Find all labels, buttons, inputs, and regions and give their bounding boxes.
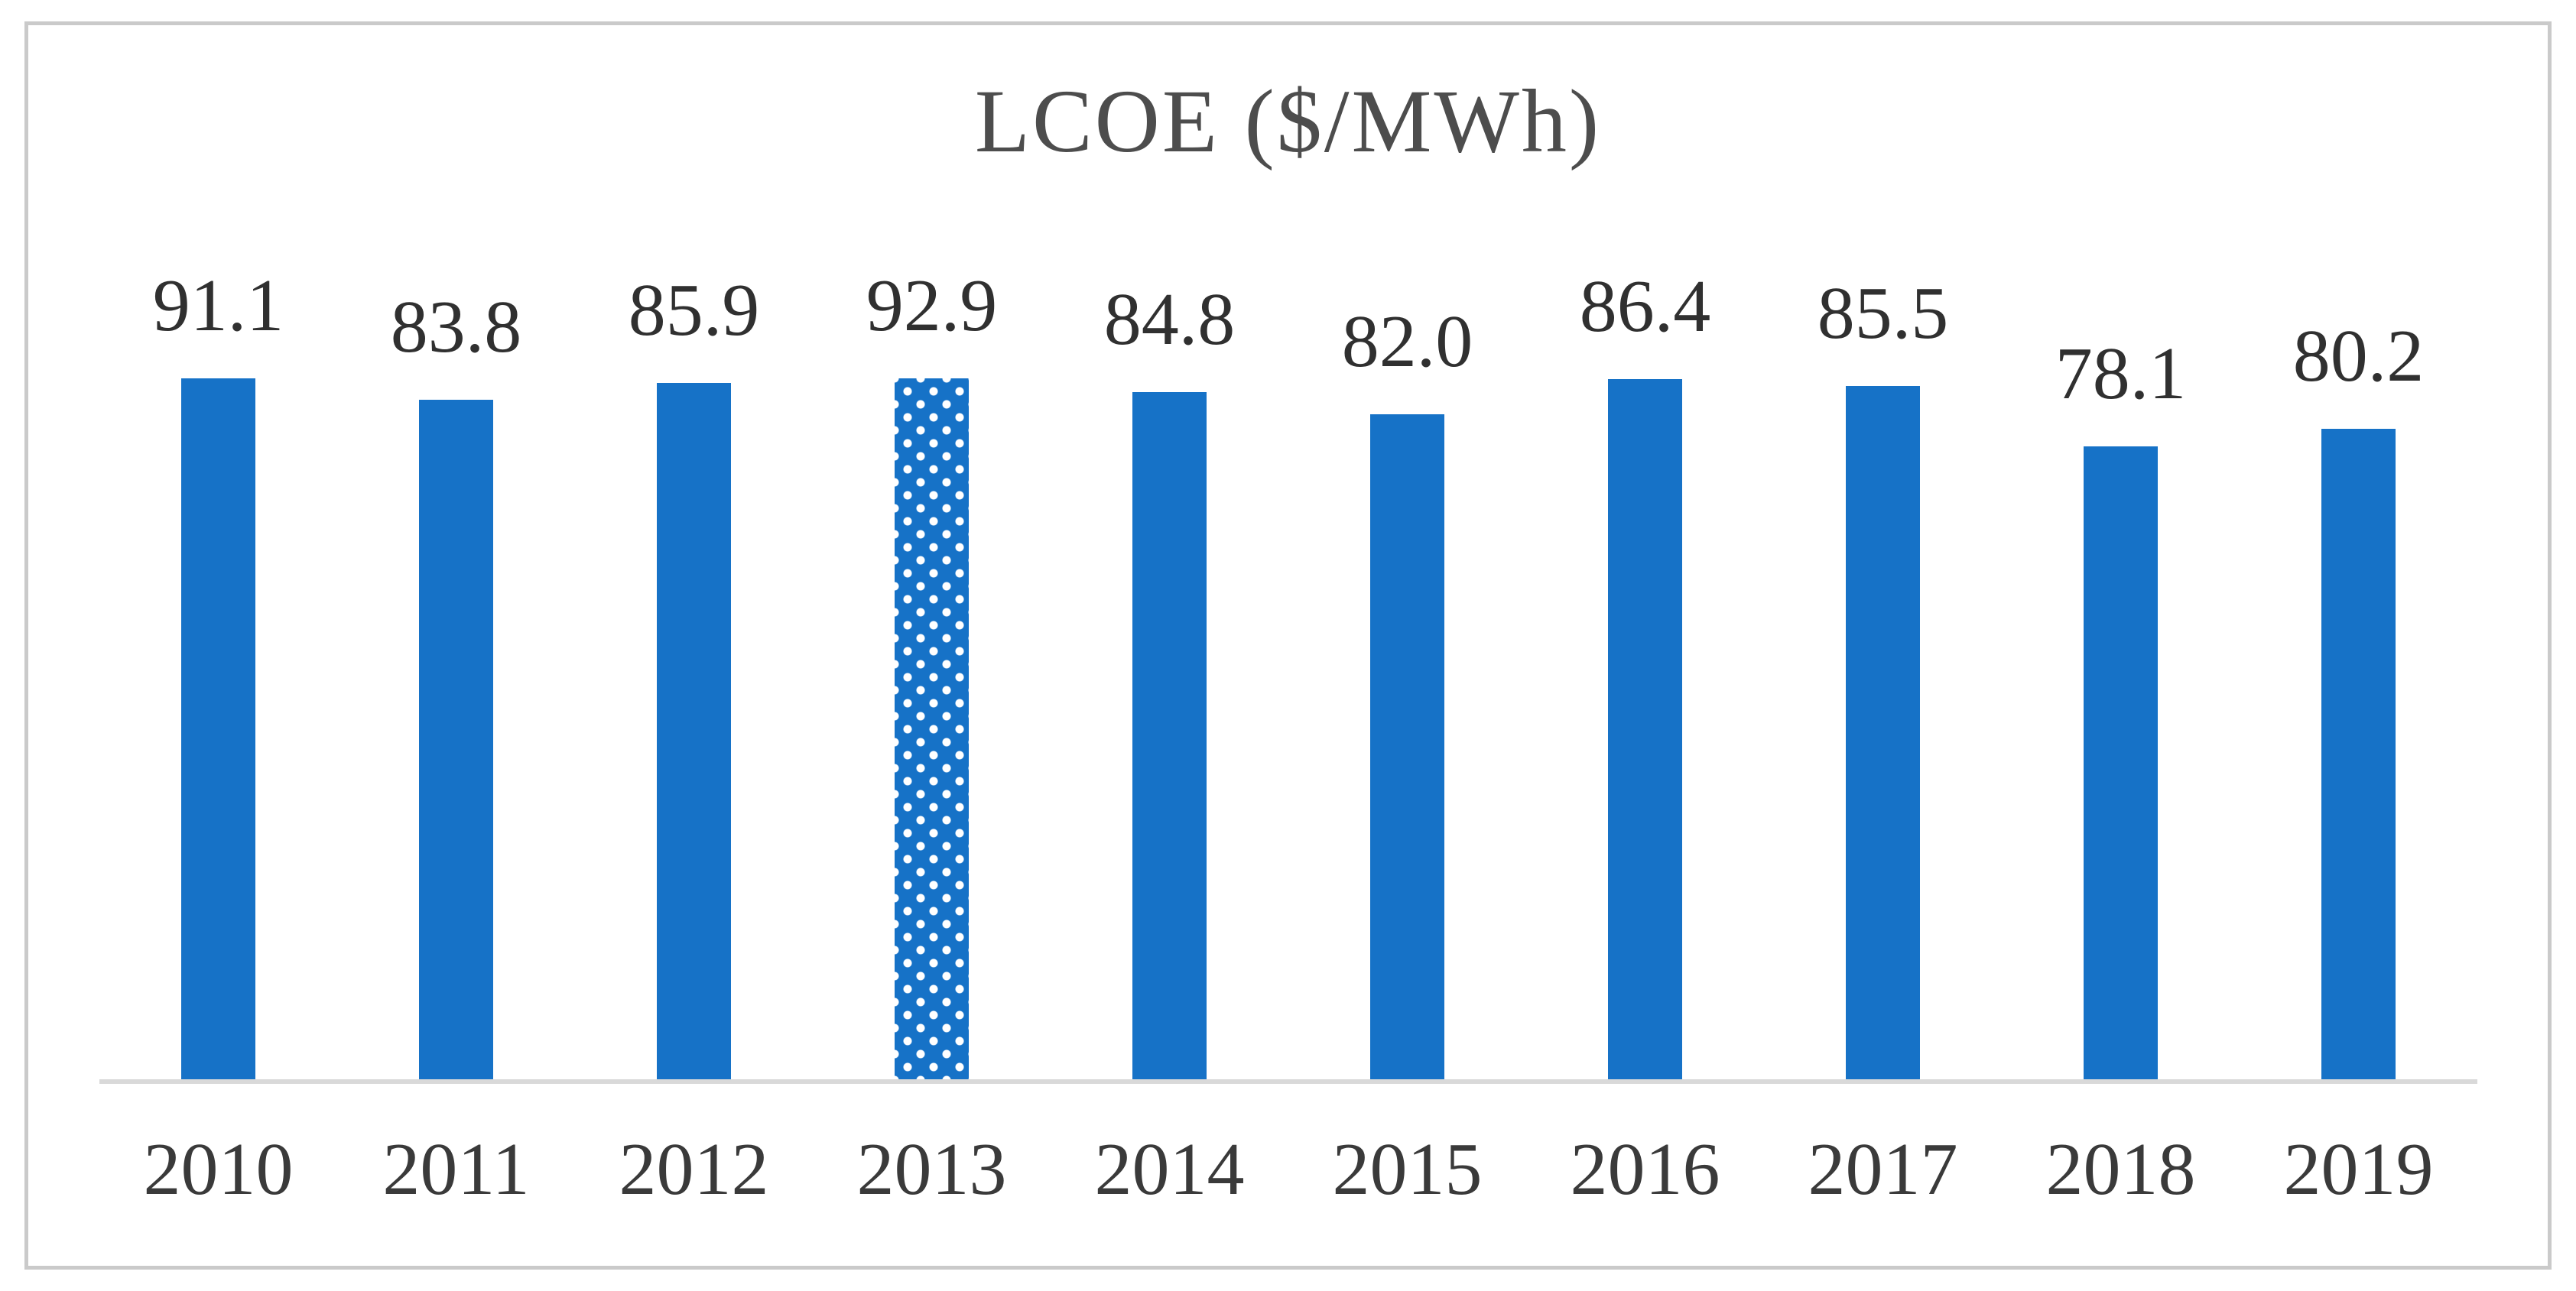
x-axis-label-2010: 2010 bbox=[143, 1128, 294, 1211]
chart-title: LCOE ($/MWh) bbox=[974, 71, 1602, 171]
x-axis-label-2019: 2019 bbox=[2283, 1128, 2434, 1211]
bar-column-2018: 78.1 bbox=[2002, 268, 2240, 1081]
bar-column-2019: 80.2 bbox=[2240, 268, 2477, 1081]
bar-value-label: 86.4 bbox=[1579, 264, 1711, 348]
bar-patterned bbox=[894, 378, 970, 1081]
x-axis-line bbox=[99, 1079, 2477, 1084]
x-axis-label-2011: 2011 bbox=[382, 1128, 530, 1211]
bar-column-2014: 84.8 bbox=[1051, 268, 1288, 1081]
bar-column-2013: 92.9 bbox=[813, 268, 1051, 1081]
bar bbox=[1607, 378, 1683, 1081]
bar-value-label: 82.0 bbox=[1341, 300, 1473, 384]
bar bbox=[656, 382, 732, 1081]
plot-area: 91.1 83.8 85.9 92.9 84.8 82.0 86.4 85.5 78.1 80.2 bbox=[99, 268, 2477, 1081]
bar-value-label: 85.5 bbox=[1817, 272, 1949, 355]
x-axis-label-2017: 2017 bbox=[1808, 1128, 1958, 1211]
chart-frame: LCOE ($/MWh) 91.1 83.8 85.9 92.9 84.8 82.0 86.… bbox=[24, 21, 2552, 1270]
bar-value-label: 83.8 bbox=[390, 286, 522, 369]
bar-column-2017: 85.5 bbox=[1764, 268, 2002, 1081]
bar bbox=[418, 400, 494, 1081]
x-axis-labels: 2010 2011 2012 2013 2014 2015 2016 2017 2018 2019 bbox=[99, 1132, 2477, 1207]
bar-value-label: 84.8 bbox=[1103, 277, 1236, 361]
bar-column-2012: 85.9 bbox=[575, 268, 813, 1081]
bar-column-2015: 82.0 bbox=[1288, 268, 1526, 1081]
x-axis-label-2016: 2016 bbox=[1570, 1128, 1720, 1211]
bar bbox=[1845, 386, 1921, 1081]
bar bbox=[180, 378, 256, 1081]
bar-value-label: 78.1 bbox=[2055, 332, 2187, 415]
x-axis-label-2012: 2012 bbox=[619, 1128, 769, 1211]
bar bbox=[2083, 446, 2159, 1081]
x-axis-label-2015: 2015 bbox=[1332, 1128, 1483, 1211]
x-axis-label-2014: 2014 bbox=[1094, 1128, 1245, 1211]
bar-column-2010: 91.1 bbox=[99, 268, 337, 1081]
bar-value-label: 92.9 bbox=[866, 264, 998, 347]
bar bbox=[1369, 414, 1445, 1081]
bar-column-2016: 86.4 bbox=[1526, 268, 1764, 1081]
bar-column-2011: 83.8 bbox=[337, 268, 575, 1081]
x-axis-label-2013: 2013 bbox=[856, 1128, 1007, 1211]
bar-value-label: 91.1 bbox=[152, 264, 284, 347]
bar bbox=[1132, 391, 1207, 1081]
bar-value-label: 80.2 bbox=[2292, 315, 2425, 398]
bar-value-label: 85.9 bbox=[628, 268, 760, 352]
x-axis-label-2018: 2018 bbox=[2045, 1128, 2196, 1211]
bar bbox=[2321, 429, 2396, 1081]
